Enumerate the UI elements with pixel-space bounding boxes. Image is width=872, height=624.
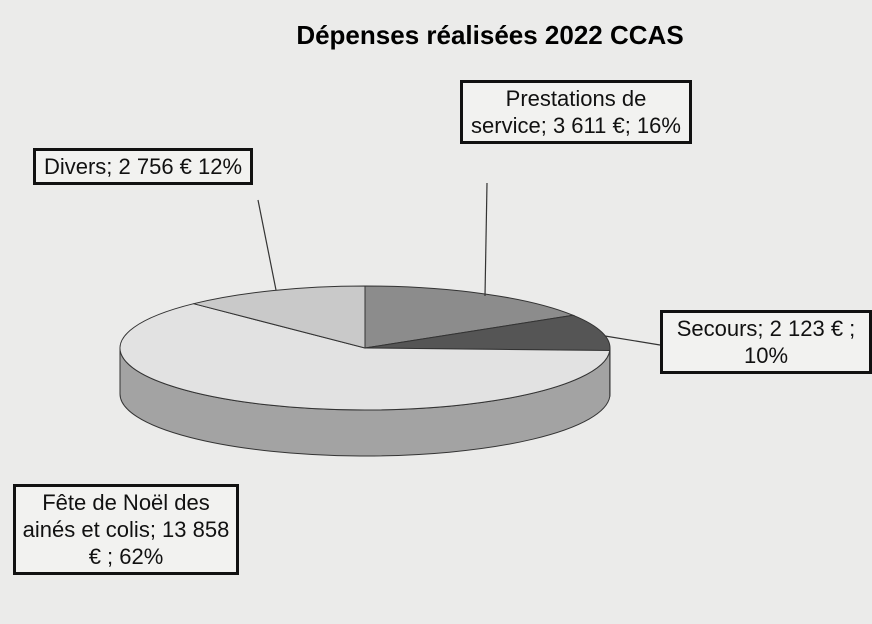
leader-line bbox=[257, 199, 277, 291]
data-label: Secours; 2 123 € ; 10% bbox=[660, 310, 872, 374]
pie-slice bbox=[119, 303, 611, 411]
leader-line bbox=[604, 335, 661, 346]
pie-slice bbox=[364, 314, 611, 352]
chart-title: Dépenses réalisées 2022 CCAS bbox=[296, 20, 683, 50]
pie-slice bbox=[364, 285, 576, 349]
data-label: Divers; 2 756 € 12% bbox=[33, 148, 253, 185]
pie-slice bbox=[193, 285, 366, 349]
leader-line bbox=[484, 182, 488, 297]
data-label: Fête de Noël des ainés et colis; 13 858 … bbox=[13, 484, 239, 575]
data-label: Prestations de service; 3 611 €; 16% bbox=[460, 80, 692, 144]
